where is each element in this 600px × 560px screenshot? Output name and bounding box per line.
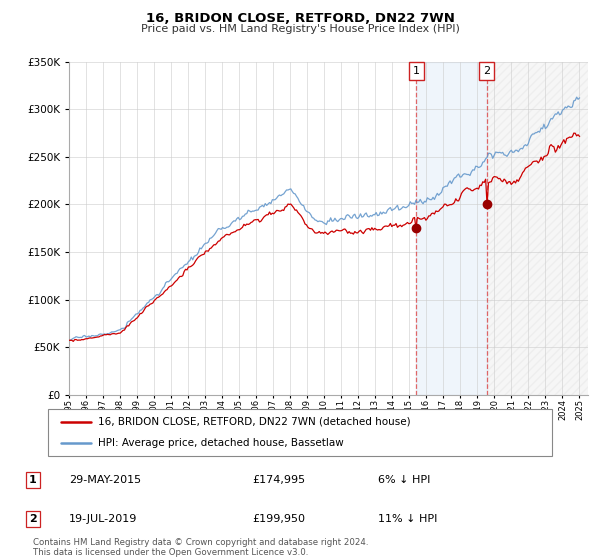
Text: Price paid vs. HM Land Registry's House Price Index (HPI): Price paid vs. HM Land Registry's House … [140, 24, 460, 34]
Text: 11% ↓ HPI: 11% ↓ HPI [378, 514, 437, 524]
Text: HPI: Average price, detached house, Bassetlaw: HPI: Average price, detached house, Bass… [98, 438, 344, 448]
Text: 19-JUL-2019: 19-JUL-2019 [69, 514, 137, 524]
Text: £174,995: £174,995 [252, 475, 305, 485]
Text: 1: 1 [29, 475, 37, 485]
Text: 6% ↓ HPI: 6% ↓ HPI [378, 475, 430, 485]
Bar [487, 62, 588, 395]
Text: 2: 2 [483, 66, 490, 76]
Text: 16, BRIDON CLOSE, RETFORD, DN22 7WN (detached house): 16, BRIDON CLOSE, RETFORD, DN22 7WN (det… [98, 417, 411, 427]
Text: Contains HM Land Registry data © Crown copyright and database right 2024.
This d: Contains HM Land Registry data © Crown c… [33, 538, 368, 557]
Text: 16, BRIDON CLOSE, RETFORD, DN22 7WN: 16, BRIDON CLOSE, RETFORD, DN22 7WN [146, 12, 454, 25]
Text: 29-MAY-2015: 29-MAY-2015 [69, 475, 141, 485]
Text: 2: 2 [29, 514, 37, 524]
FancyBboxPatch shape [48, 409, 552, 456]
Bar [416, 62, 487, 395]
Text: £199,950: £199,950 [252, 514, 305, 524]
Text: 1: 1 [413, 66, 420, 76]
